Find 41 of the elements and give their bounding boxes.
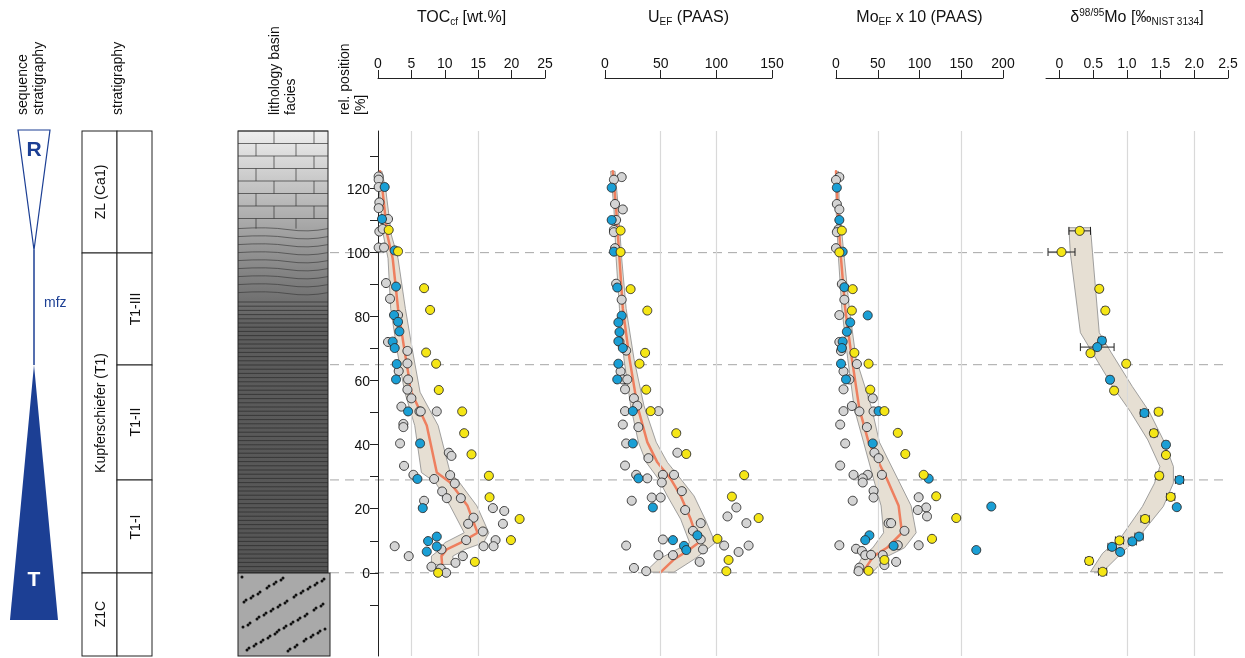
x-tick-label: 20 <box>503 55 520 71</box>
x-tick-label: 150 <box>949 55 974 71</box>
x-tick-label: 15 <box>470 55 487 71</box>
text: stratigraphy <box>109 40 125 115</box>
text: mfz <box>44 294 67 310</box>
y-axis-title: rel. position [%] <box>336 42 368 115</box>
text: T1-I <box>126 514 143 540</box>
x-tick-label: 50 <box>652 55 669 71</box>
x-tick-label: 0.5 <box>1083 55 1104 71</box>
text: R <box>26 136 42 160</box>
x-tick-label: 5 <box>407 55 416 71</box>
x-tick-label: 0 <box>601 55 610 71</box>
x-tick-label: 0 <box>374 55 383 71</box>
y-tick-label: 20 <box>354 500 371 517</box>
x-tick-label: 1.5 <box>1150 55 1171 71</box>
text: Kupferschiefer (T1) <box>91 353 108 473</box>
text: T1-II <box>126 407 143 437</box>
x-tick-label: 100 <box>704 55 729 71</box>
text: Z1C <box>91 600 108 628</box>
x-tick-label: 2.5 <box>1218 55 1238 71</box>
x-tick-label: 200 <box>991 55 1015 71</box>
x-tick-label: 10 <box>437 55 453 71</box>
y-tick-label: 120 <box>346 180 371 197</box>
x-tick-label: 0 <box>832 55 841 71</box>
x-tick-label: 150 <box>760 55 784 71</box>
x-tick-label: 50 <box>869 55 886 71</box>
text: lithology basin facies <box>266 25 298 115</box>
text: ZL (Ca1) <box>91 164 108 220</box>
y-tick-label: 100 <box>346 244 371 261</box>
x-tick-label: 100 <box>907 55 932 71</box>
text: T1-III <box>126 292 143 326</box>
text: sequence stratigraphy <box>14 40 46 115</box>
y-tick-label: 80 <box>354 308 371 325</box>
y-tick-label: 60 <box>354 372 371 389</box>
text: T <box>27 566 41 590</box>
x-tick-label: 2.0 <box>1184 55 1205 71</box>
y-tick-label: 40 <box>354 436 371 453</box>
x-tick-label: 25 <box>537 55 553 71</box>
x-tick-label: 1.0 <box>1117 55 1137 71</box>
x-tick-label: 0 <box>1055 55 1064 71</box>
y-tick-label: 0 <box>362 564 371 581</box>
